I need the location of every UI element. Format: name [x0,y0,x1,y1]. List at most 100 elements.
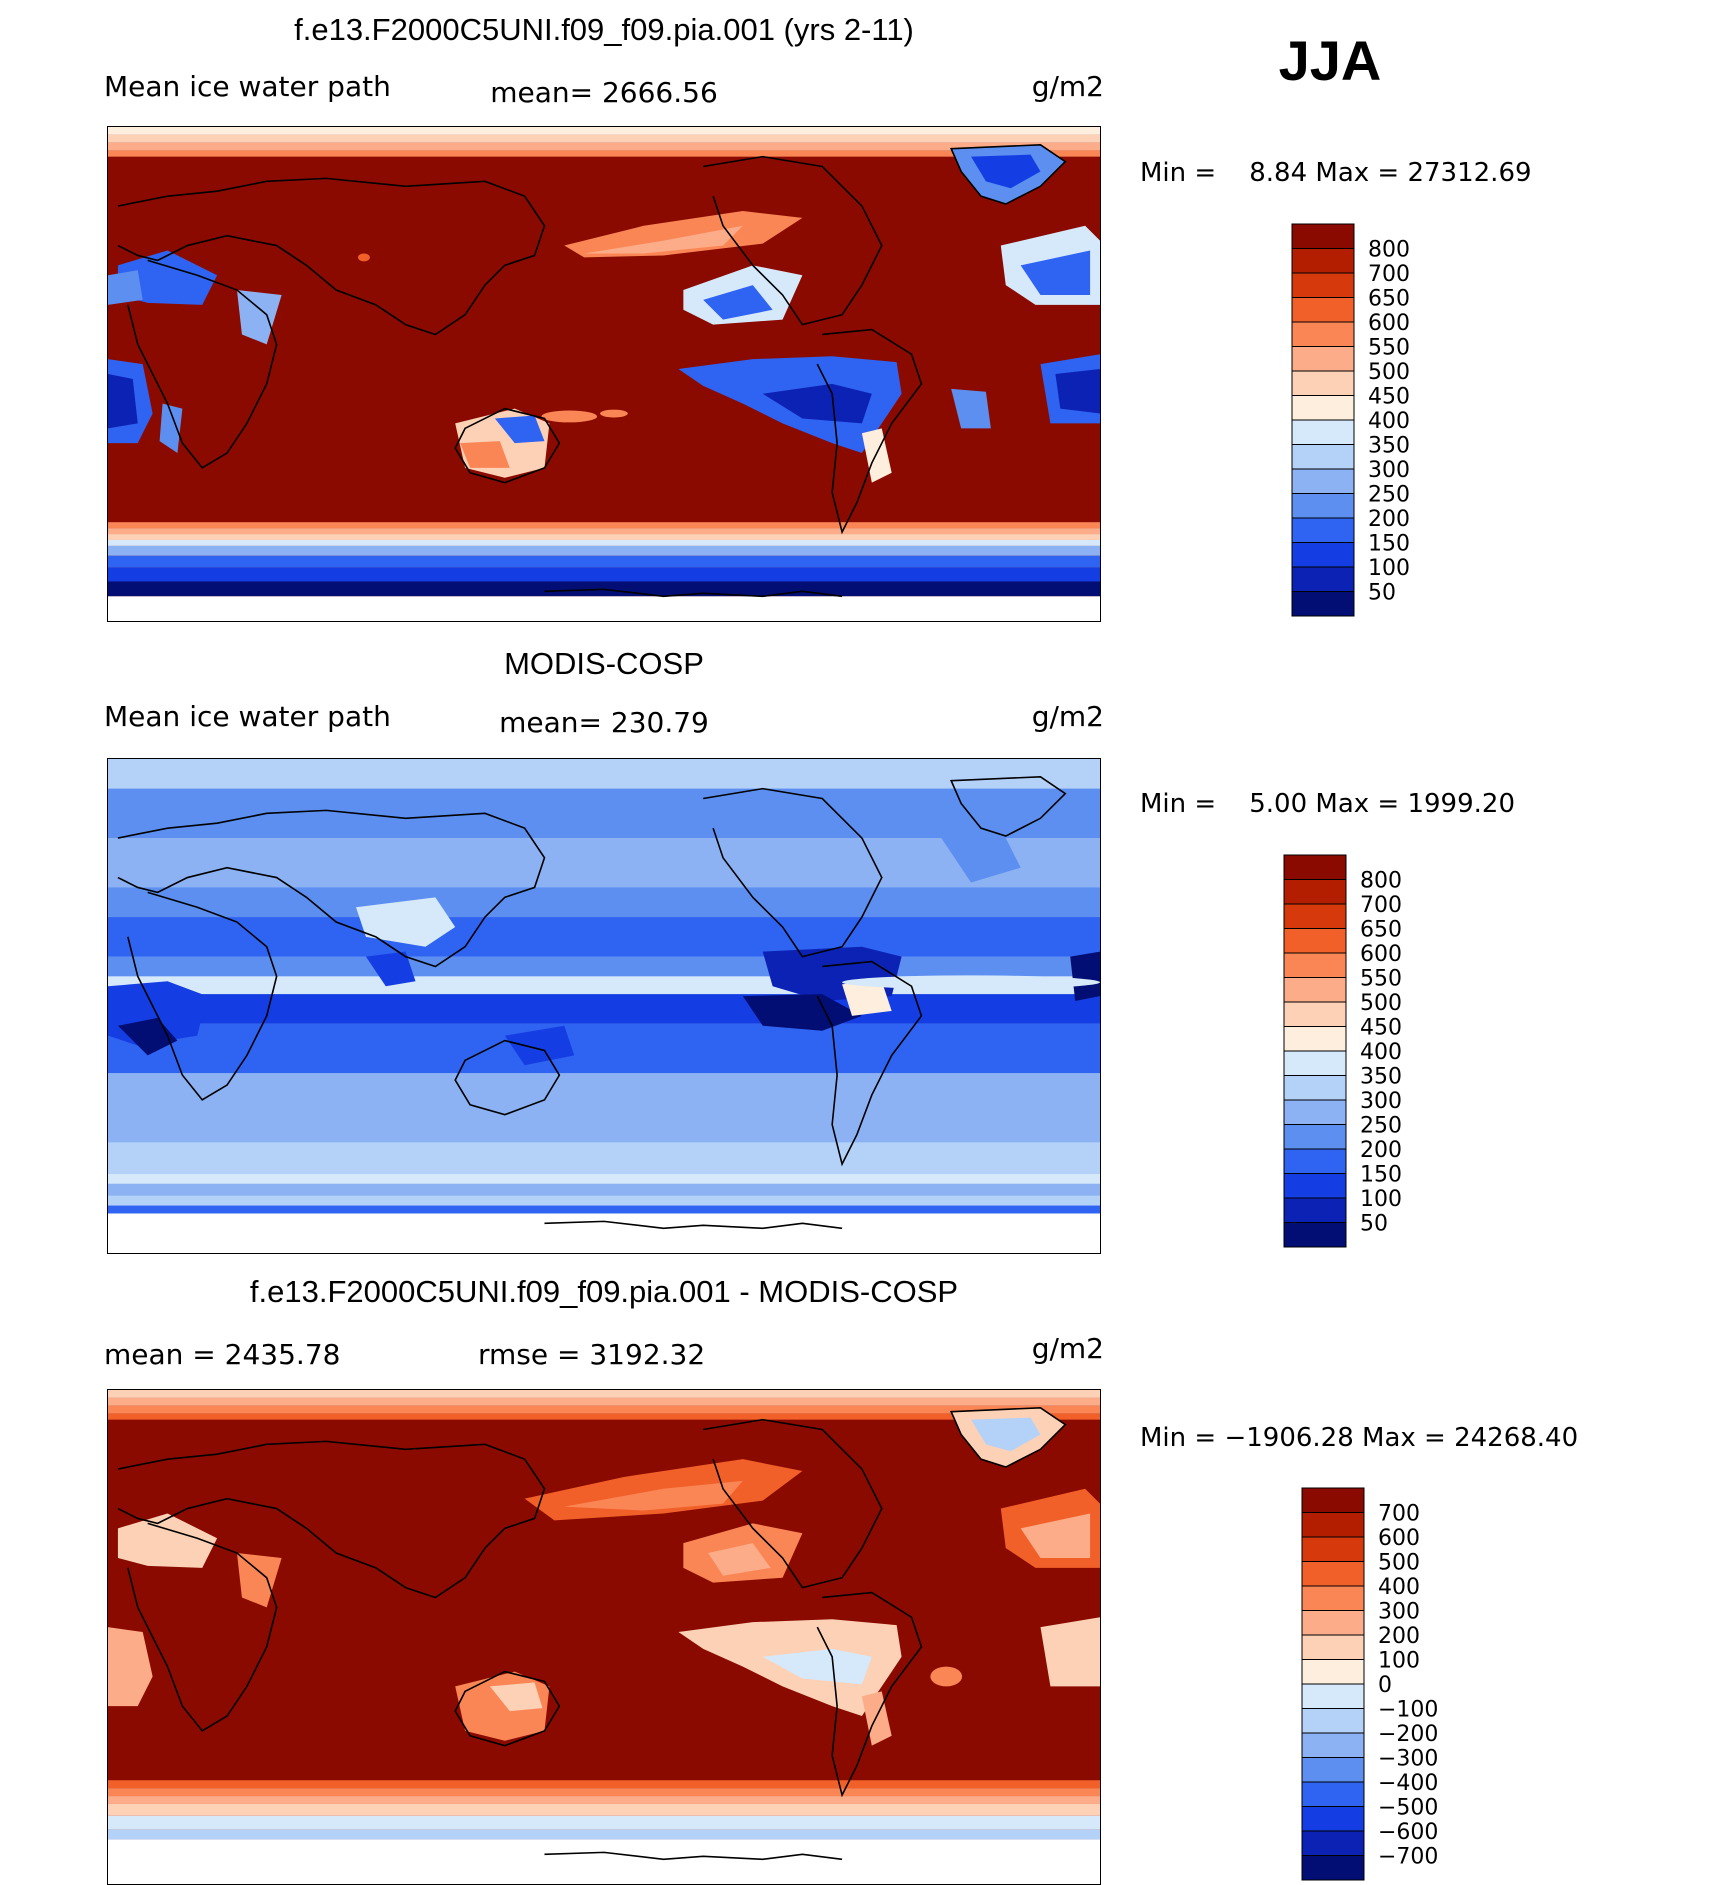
field-region [470,977,748,992]
field-region [971,154,1041,189]
coastline [455,409,559,483]
panel-3-minmax: Min = −1906.28 Max = 24268.40 [1140,1423,1579,1453]
colorbar-swatch [1301,1683,1365,1709]
colorbar-swatch [1301,1830,1365,1856]
field-region [762,383,872,424]
field-region [971,1417,1041,1452]
field-region [365,951,416,987]
field-band [108,1839,1100,1884]
colorbar-swatch [1301,1806,1365,1832]
colorbar-swatch [1301,1634,1365,1660]
panel-3-mean-label: mean = 2435.78 [104,1338,341,1371]
field-region [117,250,218,305]
field-band [108,1205,1100,1214]
panel-2-map-canvas [108,759,1100,1253]
panel-2-colorbar: 800 700 650 600 550 500 450 400 350 300 250 200 150 1… [1282,853,1442,1248]
panel-3-title: f.e13.F2000C5UNI.f09_f09.pia.001 - MODIS… [249,1274,959,1309]
field-region [564,210,803,258]
colorbar-swatch [1283,1148,1347,1174]
field-band [108,956,1100,977]
colorbar-swatch [1283,1222,1347,1248]
colorbar-swatch [1283,1001,1347,1027]
field-band [108,788,1100,839]
field-region [117,1513,218,1568]
colorbar-swatch [1291,346,1355,372]
coastline [951,145,1065,204]
colorbar-tick-label: −500 [1378,1796,1438,1821]
field-band [108,545,1100,556]
colorbar-tick-label: 600 [1360,942,1402,967]
panel-1-mean-label: mean= 2666.56 [490,76,718,109]
coastline [455,1041,559,1115]
colorbar-swatch [1301,1855,1365,1881]
colorbar-swatch [1283,928,1347,954]
colorbar-swatch [1291,542,1355,568]
panel-2-title: MODIS-COSP [504,646,704,681]
field-band [108,534,1100,540]
field-band [108,1023,1100,1074]
field-band [108,539,1100,546]
season-label: JJA [1278,29,1382,92]
field-band [108,555,1100,568]
colorbar-tick-label: 300 [1378,1600,1420,1625]
field-region [930,1666,963,1687]
panel-1-units: g/m2 [1031,70,1104,103]
colorbar-swatch [1283,1026,1347,1052]
field-band [108,1073,1100,1143]
colorbar-swatch [1301,1610,1365,1636]
colorbar-swatch [1283,1075,1347,1101]
colorbar-tick-label: 0 [1378,1673,1392,1698]
field-band [108,1195,1100,1206]
coastline [817,962,921,1165]
field-region [159,403,183,454]
colorbar-tick-label: 100 [1378,1649,1420,1674]
colorbar-tick-label: 600 [1378,1526,1420,1551]
colorbar-swatch [1291,395,1355,421]
panel-3-units: g/m2 [1031,1332,1104,1365]
coastline [128,260,277,467]
colorbar-tick-label: −200 [1378,1722,1438,1747]
field-region [108,374,138,429]
field-band [108,1397,1100,1406]
colorbar-tick-label: 350 [1368,434,1410,459]
panel-3-map [107,1389,1101,1885]
panel-3-map-canvas [108,1390,1100,1884]
field-region [236,1553,282,1608]
colorbar-swatch [1291,419,1355,445]
colorbar-swatch [1283,977,1347,1003]
coastline [544,1852,842,1859]
colorbar-swatch [1283,1197,1347,1223]
colorbar-swatch [1291,370,1355,396]
colorbar-swatch [1291,468,1355,494]
field-region [108,1627,153,1707]
colorbar-tick-label: 400 [1360,1040,1402,1065]
coastline [817,1593,921,1796]
colorbar-tick-label: 650 [1360,918,1402,943]
colorbar-tick-label: 250 [1368,483,1410,508]
field-band [108,1405,1100,1414]
colorbar-swatch [1301,1487,1365,1513]
field-region [703,285,773,320]
colorbar-swatch [1301,1757,1365,1783]
colorbar-tick-label: 250 [1360,1114,1402,1139]
field-band [108,134,1100,143]
colorbar-tick-label: 50 [1368,581,1396,606]
field-region [356,897,456,947]
field-region [842,975,1100,990]
colorbar-tick-label: 500 [1360,991,1402,1016]
colorbar-tick-label: 450 [1368,385,1410,410]
coastline [118,810,545,966]
coastline [455,1672,559,1746]
colorbar-swatch [1291,444,1355,470]
coastline [703,157,882,325]
colorbar-swatch [1283,1124,1347,1150]
colorbar-tick-label: 800 [1368,238,1410,263]
colorbar-swatch [1283,903,1347,929]
coastline [544,589,842,596]
colorbar-swatch [1283,1050,1347,1076]
colorbar-tick-label: 800 [1360,869,1402,894]
colorbar-tick-label: 400 [1368,409,1410,434]
colorbar-tick-label: 100 [1360,1187,1402,1212]
panel-2-minmax: Min = 5.00 Max = 1999.20 [1140,789,1515,819]
panel-1-map [107,126,1101,622]
